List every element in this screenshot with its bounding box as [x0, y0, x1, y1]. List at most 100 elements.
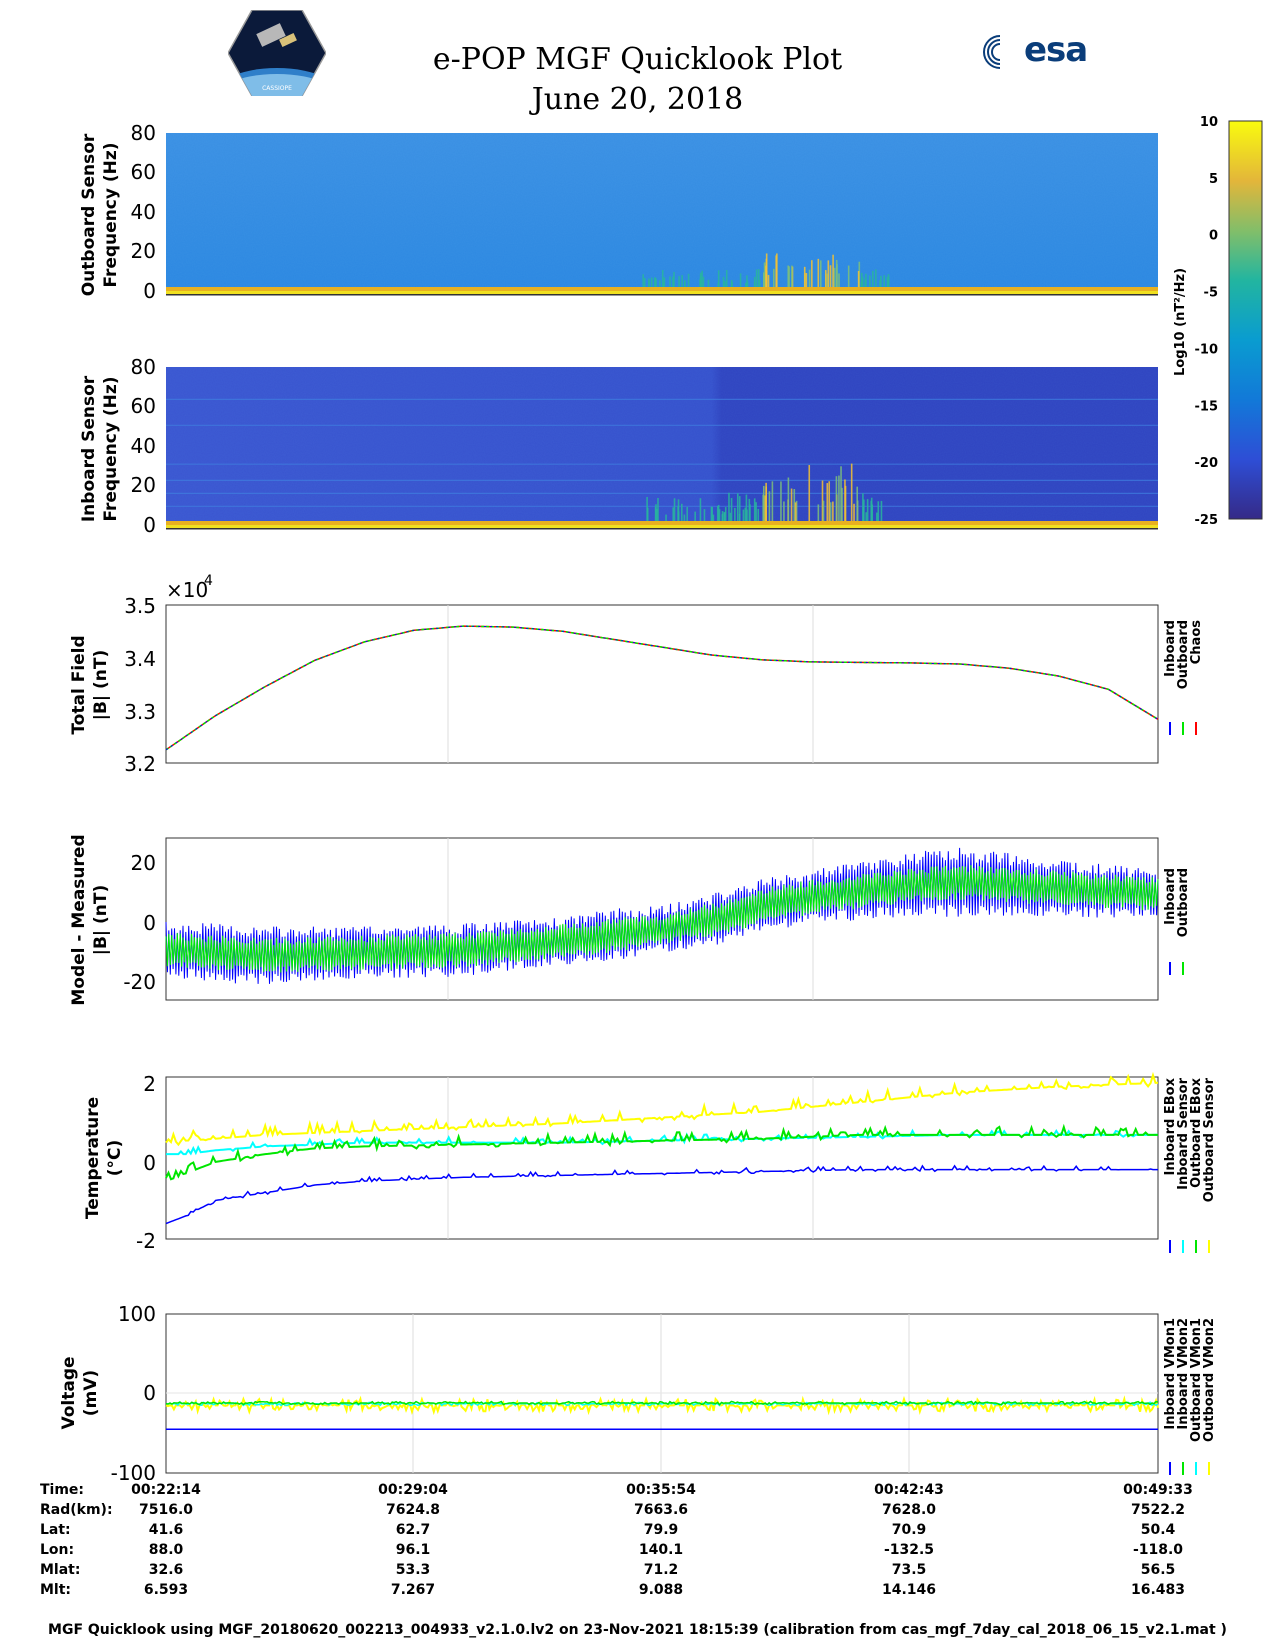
spectrogram-burst — [879, 280, 881, 287]
orbit-row-label: Rad(km): — [40, 1502, 113, 1518]
spectrogram-burst — [773, 268, 775, 287]
spectrogram-burst — [694, 511, 696, 521]
spectrogram-burst — [746, 275, 748, 287]
volt-ylabel-line1: Voltage — [59, 1356, 79, 1429]
orbit-cell: 62.7 — [395, 1522, 431, 1538]
spectrogram-burst — [643, 277, 646, 287]
temp-legend-isensor: Inboard Sensor — [1176, 1077, 1191, 1189]
spectrogram-burst — [648, 280, 650, 287]
spectrogram-burst — [841, 487, 843, 521]
temp-outboard-ebox-line — [165, 1123, 1158, 1181]
inboard-ytick-0: 0 — [143, 513, 156, 537]
spectrogram-burst — [880, 275, 882, 287]
spectrogram-burst — [729, 512, 732, 521]
spectrogram-burst — [880, 500, 883, 521]
voltage-inboard-vmon2-line — [165, 1400, 1159, 1406]
temp-ylabel-line2: (°C) — [105, 1140, 125, 1177]
spectrogram-burst — [822, 500, 825, 521]
temp-legend-osensor: Outboard Sensor — [1202, 1077, 1217, 1202]
spectrogram-burst — [757, 508, 760, 521]
orbit-cell: -118.0 — [1132, 1542, 1184, 1558]
spectrogram-burst — [663, 277, 666, 287]
orbit-cell: 70.9 — [891, 1522, 927, 1538]
spectrogram-burst — [877, 501, 880, 521]
spectrogram-burst — [646, 496, 648, 521]
mm-legend-inboard: Inboard — [1163, 868, 1178, 925]
spectrogram-burst — [765, 258, 768, 287]
spectrogram-burst — [717, 270, 720, 287]
colorbar: 10 5 0 -5 -10 -15 -20 -25 Log10 (nT²/Hz) — [1173, 115, 1263, 528]
orbit-cell: 53.3 — [395, 1562, 431, 1578]
spectrogram-burst — [730, 498, 733, 521]
orbit-cell: 7628.0 — [881, 1502, 937, 1518]
outboard-spectrogram: 80 60 40 20 0 Outboard Sensor Frequency … — [79, 121, 1158, 303]
outboard-ytick-40: 40 — [131, 200, 156, 224]
orbit-row-label: Lat: — [40, 1522, 71, 1538]
spectrogram-burst — [728, 492, 730, 521]
spectrogram-burst — [707, 279, 710, 287]
spectrogram-burst — [768, 491, 771, 521]
model-minus-measured-panel: 20 0 -20 Model - Measured |B| (nT) Inboa… — [69, 834, 1191, 1005]
spectrogram-burst — [744, 282, 747, 287]
total-field-inboard-line — [165, 625, 1159, 751]
tf-multiplier-exp: 4 — [204, 573, 213, 589]
spectrogram-burst — [642, 274, 644, 287]
spectrogram-burst — [844, 485, 847, 521]
spectrogram-burst — [736, 493, 739, 521]
spectrogram-burst — [753, 498, 756, 521]
inboard-ytick-40: 40 — [131, 434, 156, 458]
spectrogram-burst — [710, 506, 713, 521]
spectrogram-burst — [811, 260, 813, 287]
spectrogram-burst — [856, 500, 859, 521]
spectrogram-burst — [871, 504, 874, 521]
spectrogram-burst — [817, 258, 820, 287]
spectrogram-burst — [776, 253, 778, 287]
spectrogram-burst — [755, 269, 758, 287]
spectrogram-burst — [865, 273, 867, 287]
spectrogram-burst — [876, 512, 878, 521]
orbit-cell: 7.267 — [390, 1582, 436, 1598]
spectrogram-burst — [654, 277, 657, 287]
tf-ylabel-line2: |B| (nT) — [91, 650, 111, 721]
inboard-ytick-20: 20 — [131, 473, 156, 497]
inboard-spectrogram-harmonics — [166, 398, 1158, 507]
spectrogram-burst — [827, 260, 830, 287]
orbit-cell: 9.088 — [638, 1582, 684, 1598]
orbit-cell: 50.4 — [1140, 1522, 1176, 1538]
spectrogram-burst — [712, 514, 715, 521]
spectrogram-burst — [724, 280, 726, 287]
spectrogram-burst — [853, 503, 855, 521]
temp-ylabel-line1: Temperature — [83, 1097, 103, 1219]
outboard-spectrogram-bursts — [642, 253, 890, 287]
spectrogram-burst — [680, 503, 683, 521]
orbit-cell: 96.1 — [395, 1542, 431, 1558]
spectrogram-burst — [721, 513, 724, 521]
spectrogram-burst — [793, 489, 796, 521]
spectrogram-burst — [659, 280, 661, 287]
spectrogram-burst — [755, 502, 757, 521]
mm-ytick-0: 0 — [143, 911, 156, 935]
spectrogram-burst — [764, 495, 766, 521]
spectrogram-burst — [762, 485, 765, 521]
spectrogram-burst — [829, 502, 832, 521]
spectrogram-burst — [817, 504, 820, 521]
spectrogram-burst — [832, 254, 834, 287]
inboard-spectrogram-bursts — [646, 463, 883, 521]
spectrogram-burst — [803, 266, 806, 287]
orbit-cell: 79.9 — [643, 1522, 679, 1538]
spectrogram-burst — [672, 276, 674, 287]
spectrogram-burst — [678, 276, 680, 287]
temp-inboard-ebox-line — [165, 1164, 1158, 1225]
orbit-cell: 00:29:04 — [378, 1482, 448, 1498]
spectrogram-burst — [865, 512, 868, 521]
spectrogram-burst — [677, 511, 680, 521]
spectrogram-burst — [886, 276, 889, 287]
spectrogram-burst — [753, 276, 756, 287]
spectrogram-burst — [808, 465, 811, 521]
spectrogram-burst — [724, 507, 727, 521]
orbit-row-label: Time: — [40, 1482, 85, 1498]
spectrogram-burst — [783, 501, 785, 521]
spectrogram-burst — [683, 514, 686, 521]
inboard-ylabel-line1: Inboard Sensor — [79, 375, 99, 522]
mm-ylabel-line2: |B| (nT) — [91, 885, 111, 956]
